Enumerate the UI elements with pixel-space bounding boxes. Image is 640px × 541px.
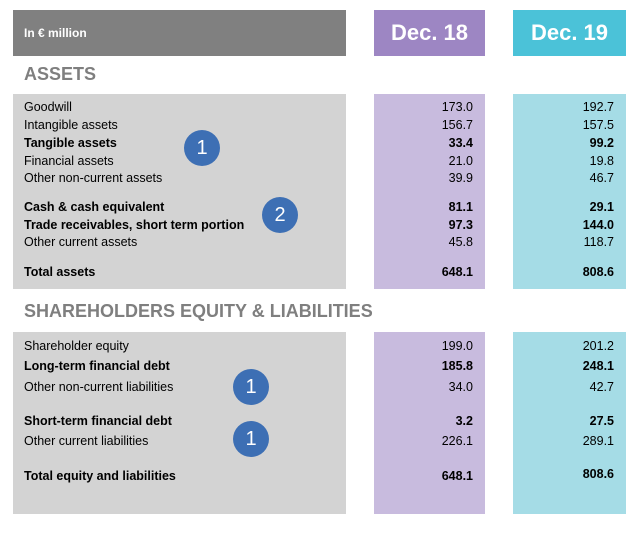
liability-total-dec19: 808.6 (582, 467, 614, 481)
asset-row-dec19: 46.7 (589, 171, 614, 185)
asset-row-dec19: 19.8 (589, 154, 614, 168)
liability-total-dec18: 648.1 (441, 469, 473, 483)
assets-title: ASSETS (24, 64, 97, 84)
liability-row-dec19: 27.5 (589, 414, 614, 428)
liabilities-panel (13, 332, 346, 514)
liabilities-title: SHAREHOLDERS EQUITY & LIABILITIES (24, 301, 373, 321)
liability-row-dec18: 185.8 (441, 359, 473, 373)
asset-row-label: Cash & cash equivalent (24, 200, 165, 214)
asset-row-label: Other current assets (24, 235, 138, 249)
asset-row-dec18: 21.0 (448, 154, 473, 168)
asset-row-label: Financial assets (24, 154, 114, 168)
liability-row-label: Shareholder equity (24, 339, 129, 353)
asset-total-dec19: 808.6 (582, 265, 614, 279)
badge-note: 2 (262, 197, 298, 233)
asset-row-label: Other non-current assets (24, 171, 163, 185)
col-header-dec19-label: Dec. 19 (530, 20, 609, 45)
asset-total-dec18: 648.1 (441, 265, 473, 279)
asset-row-label: Intangible assets (24, 118, 118, 132)
asset-row-dec19: 144.0 (582, 218, 614, 232)
asset-row-dec19: 29.1 (589, 200, 614, 214)
asset-row-dec18: 45.8 (448, 235, 473, 249)
asset-row-dec19: 99.2 (589, 136, 614, 150)
col-header-dec19: Dec. 19 (513, 10, 626, 56)
asset-row-label: Goodwill (24, 100, 72, 114)
liability-row-dec19: 248.1 (582, 359, 614, 373)
assets-col-dec19 (513, 94, 626, 289)
liability-row-dec18: 226.1 (441, 434, 473, 448)
liability-row-dec19: 289.1 (582, 434, 614, 448)
liability-row-label: Short-term financial debt (24, 414, 172, 428)
asset-row-dec18: 97.3 (448, 218, 473, 232)
badge-note: 1 (184, 130, 220, 166)
col-header-dec18-label: Dec. 18 (390, 20, 469, 45)
asset-row-dec19: 157.5 (582, 118, 614, 132)
asset-total-label: Total assets (24, 265, 96, 279)
liability-row-dec19: 42.7 (589, 380, 614, 394)
asset-row-dec18: 33.4 (448, 136, 473, 150)
liability-row-dec18: 199.0 (441, 339, 473, 353)
unit-label: In € million (24, 26, 87, 40)
liability-row-dec19: 201.2 (582, 339, 614, 353)
liability-total-label: Total equity and liabilities (24, 469, 176, 483)
liability-row-label: Other current liabilities (24, 434, 149, 448)
col-header-dec18: Dec. 18 (374, 10, 485, 56)
liability-row-label: Other non-current liabilities (24, 380, 174, 394)
asset-row-dec18: 81.1 (448, 200, 473, 214)
unit-label-header: In € million (13, 10, 346, 56)
liabilities-col-dec18 (374, 332, 485, 514)
badge-note: 1 (233, 421, 269, 457)
liability-row-label: Long-term financial debt (24, 359, 170, 373)
assets-col-dec18 (374, 94, 485, 289)
liability-row-dec18: 3.2 (455, 414, 473, 428)
asset-row-dec19: 118.7 (583, 235, 614, 249)
asset-row-dec18: 173.0 (441, 100, 473, 114)
liabilities-col-dec19 (513, 332, 626, 514)
asset-row-dec18: 39.9 (448, 171, 473, 185)
badge-note: 1 (233, 369, 269, 405)
liability-row-dec18: 34.0 (448, 380, 473, 394)
asset-row-label: Tangible assets (24, 136, 117, 150)
asset-row-label: Trade receivables, short term portion (24, 218, 245, 232)
assets-panel (13, 94, 346, 289)
asset-row-dec19: 192.7 (582, 100, 614, 114)
asset-row-dec18: 156.7 (441, 118, 473, 132)
